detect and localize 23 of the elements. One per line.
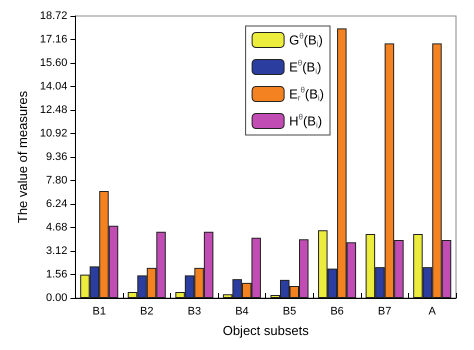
y-tick-label: 15.60 (40, 57, 68, 69)
y-tick-label: 17.16 (40, 34, 68, 46)
y-tick-label: 18.72 (40, 10, 68, 22)
y-tick-label: 0.00 (46, 292, 68, 304)
x-tick-label: B3 (188, 306, 202, 318)
y-tick-label: 7.80 (46, 174, 68, 186)
x-tick-label: B2 (140, 306, 154, 318)
y-tick-label: 14.04 (40, 80, 68, 92)
y-tick-label: 1.56 (46, 268, 68, 280)
x-tick-label: B6 (330, 306, 344, 318)
y-tick-label: 9.36 (46, 151, 68, 163)
y-tick-label: 6.24 (46, 198, 68, 210)
y-tick-label: 3.12 (46, 245, 68, 257)
x-tick-label: A (428, 306, 437, 318)
y-tick-label: 4.68 (46, 222, 68, 234)
y-tick-label: 12.48 (40, 104, 68, 116)
y-tick-label: 10.92 (40, 128, 68, 140)
y-axis-title: The value of measures (15, 90, 30, 224)
x-axis-title: Object subsets (222, 323, 310, 338)
x-tick-label: B5 (282, 306, 296, 318)
x-tick-label: B1 (92, 306, 106, 318)
x-tick-label: B4 (235, 306, 249, 318)
x-tick-label: B7 (378, 306, 392, 318)
